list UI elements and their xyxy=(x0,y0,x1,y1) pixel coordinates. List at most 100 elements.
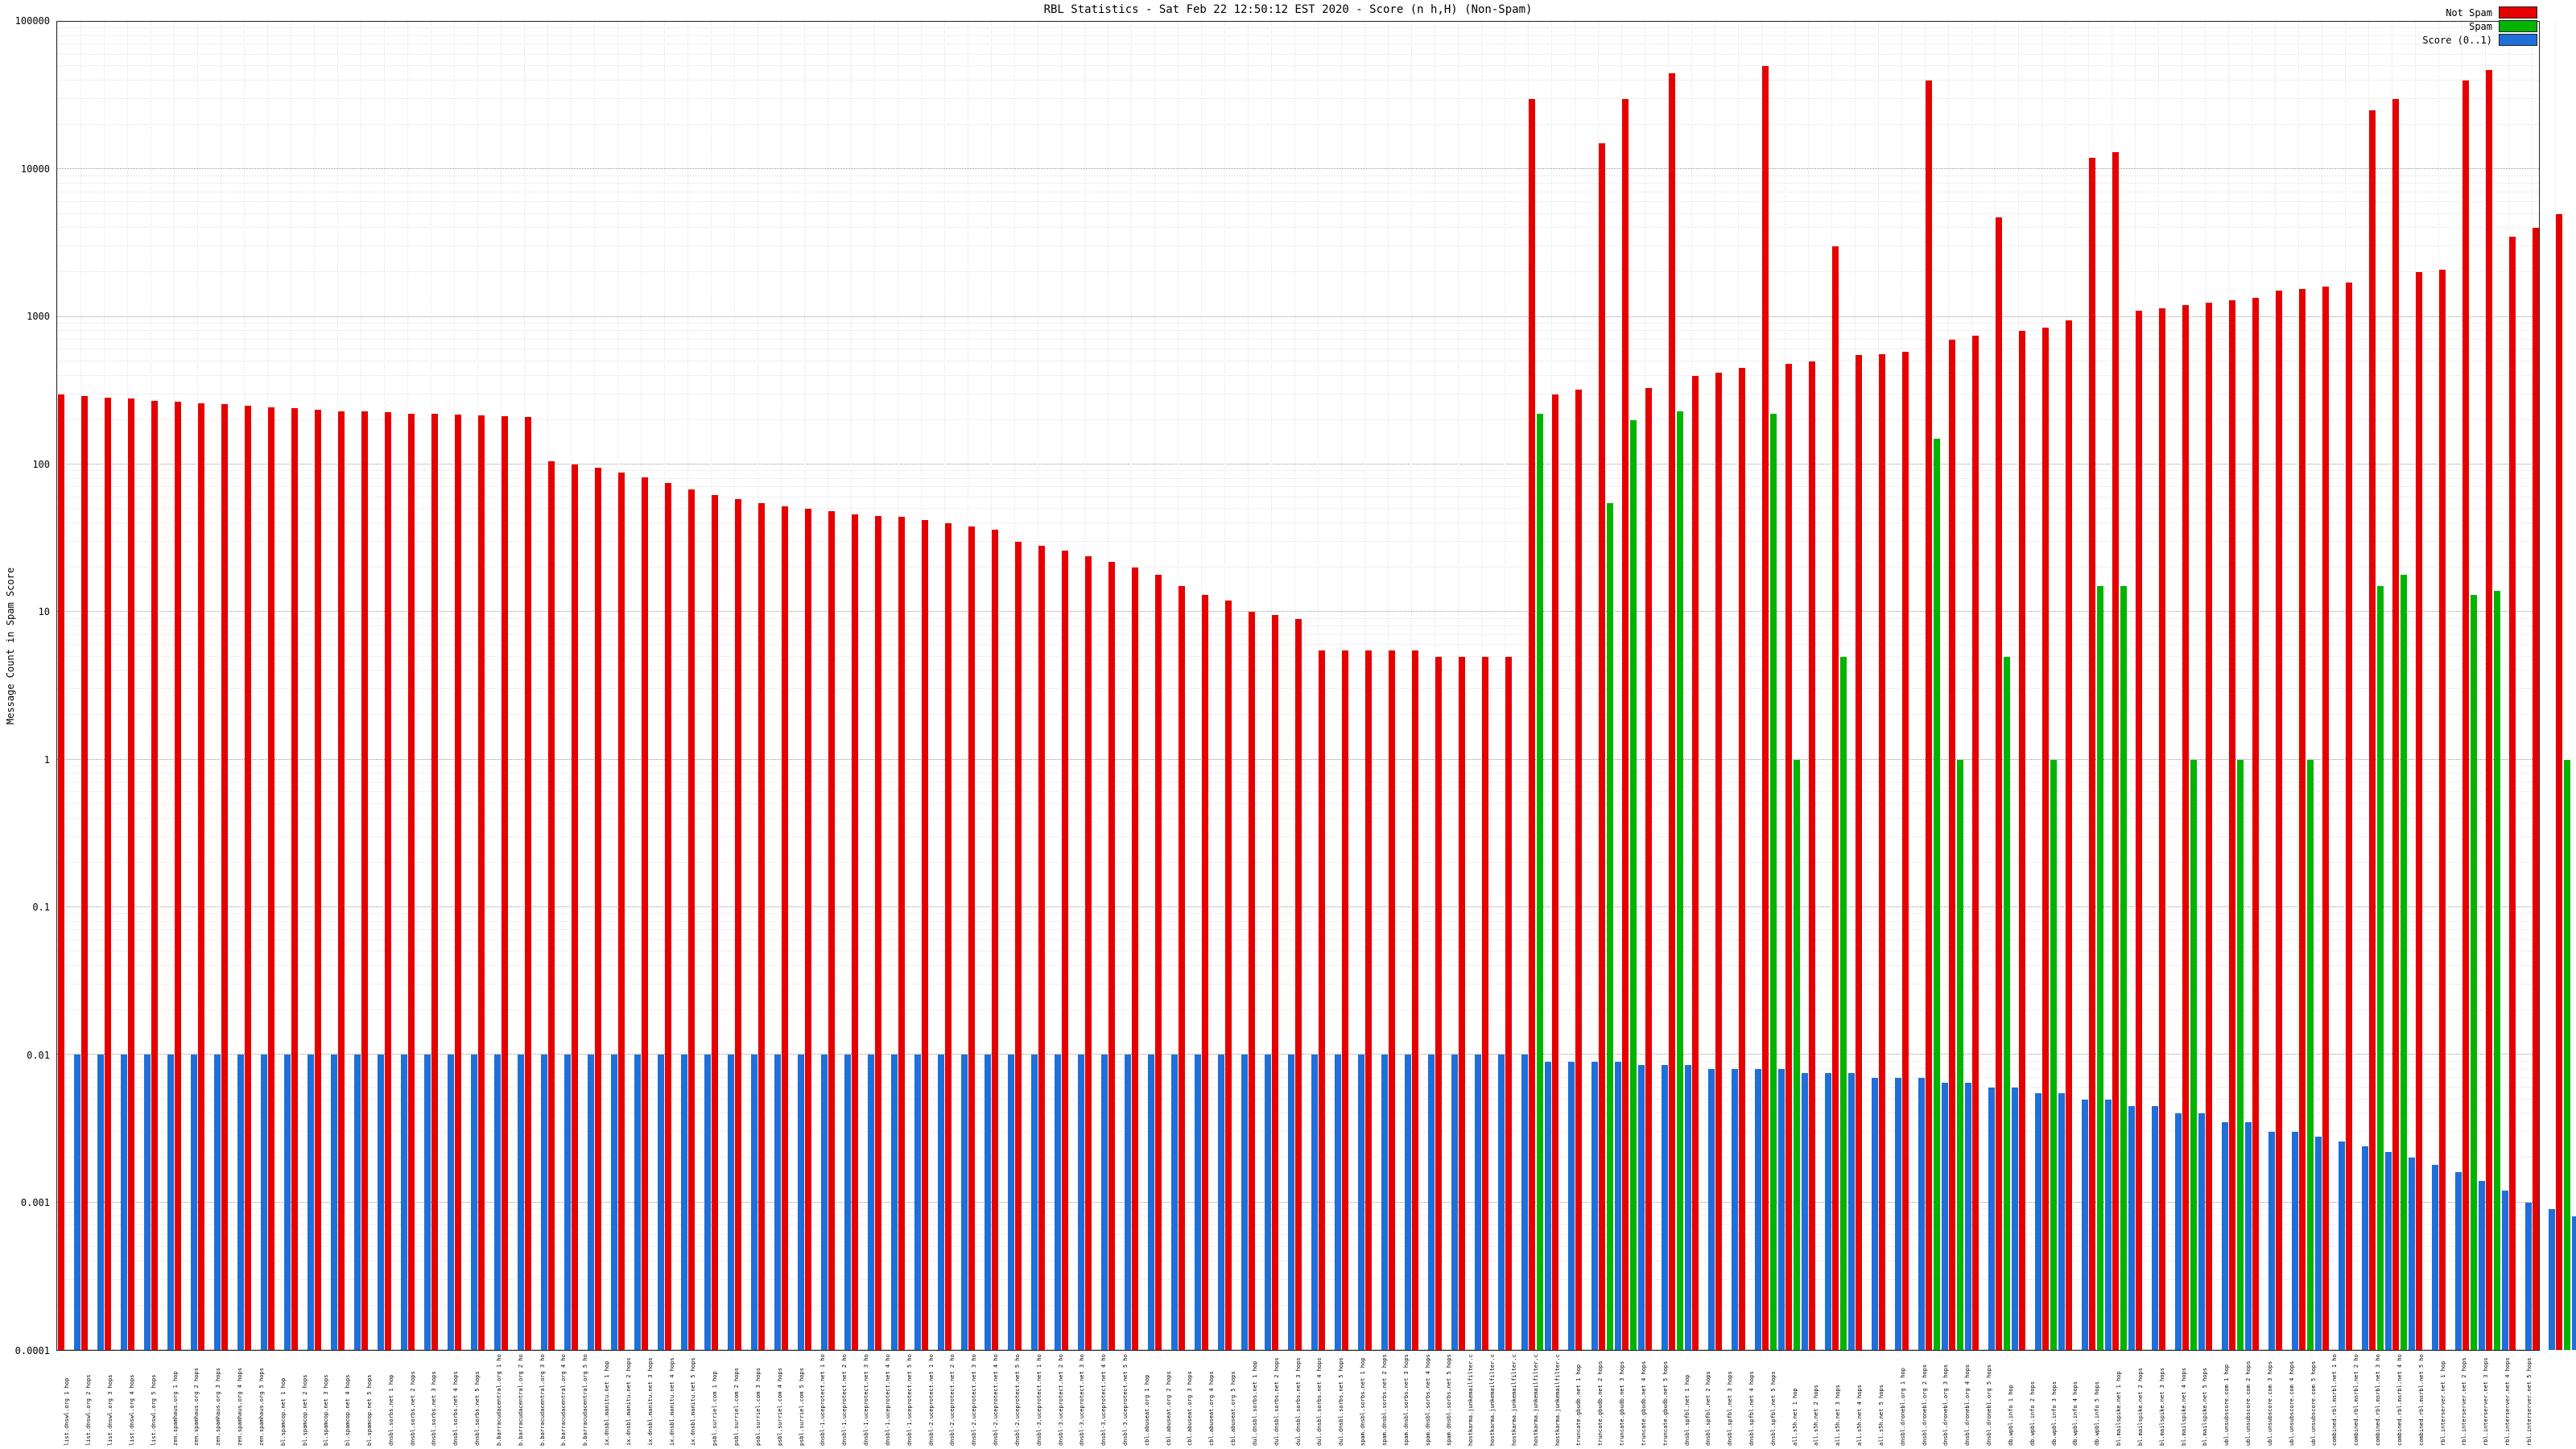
bar-group xyxy=(2158,22,2182,1350)
bar-group xyxy=(431,22,454,1350)
bar-group xyxy=(1014,22,1038,1350)
bar-not-spam xyxy=(2392,98,2399,1350)
bar-not-spam xyxy=(1342,650,1348,1350)
x-tick-label: spam.dnsbl.sorbs.net 1 hop xyxy=(1360,1357,1367,1446)
x-tick-label: psbl.surriel.com 4 hops xyxy=(776,1368,783,1446)
bar-not-spam xyxy=(1365,650,1372,1350)
y-tick-label: 0.1 xyxy=(32,902,50,914)
bar-not-spam xyxy=(1249,612,1255,1350)
minor-gridline xyxy=(57,339,2539,341)
bar-group xyxy=(104,22,127,1350)
bar-not-spam xyxy=(2369,110,2376,1350)
bar-group xyxy=(361,22,384,1350)
x-tick-label: dnsbl.dronebl.org 5 hops xyxy=(1986,1364,1993,1446)
chart-title: RBL Statistics - Sat Feb 22 12:50:12 EST… xyxy=(1043,3,1533,16)
bar-score-0-1- xyxy=(1825,1073,1831,1350)
bar-score-0-1- xyxy=(2409,1158,2415,1350)
bar-spam xyxy=(1537,414,1543,1350)
bar-group xyxy=(1901,22,1925,1350)
bar-score-0-1- xyxy=(541,1055,547,1350)
bar-group xyxy=(477,22,501,1350)
x-tick-label: dnsbl-3.uceprotect.net 4 hops xyxy=(1100,1354,1108,1446)
bar-group xyxy=(2345,22,2368,1350)
bar-score-0-1- xyxy=(1942,1082,1948,1350)
x-tick-label: bl.mailspike.net 2 hops xyxy=(2136,1368,2144,1446)
x-tick-label: dnsbl.dronebl.org 4 hops xyxy=(1964,1364,1971,1446)
bar-score-0-1- xyxy=(2082,1099,2088,1350)
bar-spam xyxy=(2190,759,2197,1350)
bar-score-0-1- xyxy=(938,1055,944,1350)
minor-gridline xyxy=(57,522,2539,523)
minor-gridline xyxy=(57,43,2539,45)
bar-group xyxy=(2041,22,2065,1350)
bar-score-0-1- xyxy=(191,1055,197,1350)
bar-not-spam xyxy=(922,520,928,1350)
bar-spam xyxy=(2471,595,2477,1350)
bar-group xyxy=(2462,22,2485,1350)
bar-group xyxy=(1668,22,1691,1350)
bar-score-0-1- xyxy=(844,1055,851,1350)
bar-group xyxy=(1645,22,1668,1350)
bar-score-0-1- xyxy=(1545,1061,1551,1350)
bar-not-spam xyxy=(175,402,181,1350)
legend-item: Not Spam xyxy=(2446,6,2537,19)
bar-score-0-1- xyxy=(1008,1055,1014,1350)
bar-score-0-1- xyxy=(1428,1055,1435,1350)
bar-score-0-1- xyxy=(1031,1055,1038,1350)
legend-swatch xyxy=(2499,34,2537,46)
x-tick-label: zen.spamhaus.org 3 hops xyxy=(215,1368,222,1446)
bar-group xyxy=(384,22,407,1350)
bar-group xyxy=(851,22,874,1350)
x-tick-label: dnsbl-3.uceprotect.net 2 hops xyxy=(1057,1354,1064,1446)
bar-group xyxy=(898,22,921,1350)
bar-not-spam xyxy=(1669,72,1675,1350)
bar-not-spam xyxy=(992,530,998,1350)
bar-score-0-1- xyxy=(798,1055,804,1350)
x-tick-label: bl.spamcop.net 1 hop xyxy=(279,1377,287,1446)
x-tick-label: dnsbl.spfbl.net 1 hop xyxy=(1683,1374,1690,1446)
bar-not-spam xyxy=(1108,561,1115,1350)
bar-group xyxy=(2368,22,2392,1350)
bar-group xyxy=(1108,22,1131,1350)
x-tick-label: dnsbl-3.uceprotect.net 5 hops xyxy=(1121,1354,1129,1446)
bar-score-0-1- xyxy=(1662,1065,1668,1350)
x-tick-label: all.s5h.net 2 hops xyxy=(1813,1385,1820,1446)
bar-group xyxy=(1341,22,1364,1350)
bar-not-spam xyxy=(1902,352,1909,1350)
x-tick-label: combined.rbl.msrbl.net 5 hops xyxy=(2417,1354,2425,1446)
x-tick-label: spam.dnsbl.sorbs.net 3 hops xyxy=(1402,1354,1410,1446)
bar-not-spam xyxy=(1645,387,1652,1350)
bar-group xyxy=(524,22,547,1350)
bar-score-0-1- xyxy=(1241,1055,1248,1350)
bar-score-0-1- xyxy=(1848,1073,1855,1350)
x-tick-label: rbl.interserver.net 3 hops xyxy=(2483,1357,2490,1446)
bar-score-0-1- xyxy=(1872,1077,1878,1350)
y-tick-label: 1 xyxy=(43,753,50,766)
bar-score-0-1- xyxy=(2035,1092,2041,1350)
y-tick-label: 0.0001 xyxy=(14,1345,50,1356)
bar-score-0-1- xyxy=(2385,1151,2392,1350)
bar-not-spam xyxy=(1412,650,1418,1350)
minor-gridline xyxy=(57,183,2539,184)
bar-score-0-1- xyxy=(1895,1077,1901,1350)
bar-not-spam xyxy=(1809,361,1815,1350)
bar-score-0-1- xyxy=(2198,1113,2205,1350)
x-tick-label: rbl.interserver.net 2 hops xyxy=(2461,1357,2468,1446)
bar-not-spam xyxy=(431,414,438,1350)
bar-not-spam xyxy=(852,514,858,1350)
x-tick-label: ix.dnsbl.manitu.net 1 hop xyxy=(604,1360,611,1446)
bar-score-0-1- xyxy=(611,1055,617,1350)
x-tick-label: list.dnswl.org 4 hops xyxy=(128,1374,135,1446)
bar-not-spam xyxy=(688,489,695,1350)
x-tick-label: psbl.surriel.com 3 hops xyxy=(754,1368,762,1446)
bar-not-spam xyxy=(502,416,508,1350)
bar-score-0-1- xyxy=(1125,1055,1131,1350)
bar-score-0-1- xyxy=(658,1055,664,1350)
bar-score-0-1- xyxy=(868,1055,874,1350)
bar-score-0-1- xyxy=(354,1055,361,1350)
bar-not-spam xyxy=(58,394,64,1350)
bar-group xyxy=(2508,22,2532,1350)
bar-score-0-1- xyxy=(471,1055,477,1350)
x-tick-label: dnsbl.dronebl.org 2 hops xyxy=(1921,1364,1928,1446)
bar-group xyxy=(1411,22,1435,1350)
